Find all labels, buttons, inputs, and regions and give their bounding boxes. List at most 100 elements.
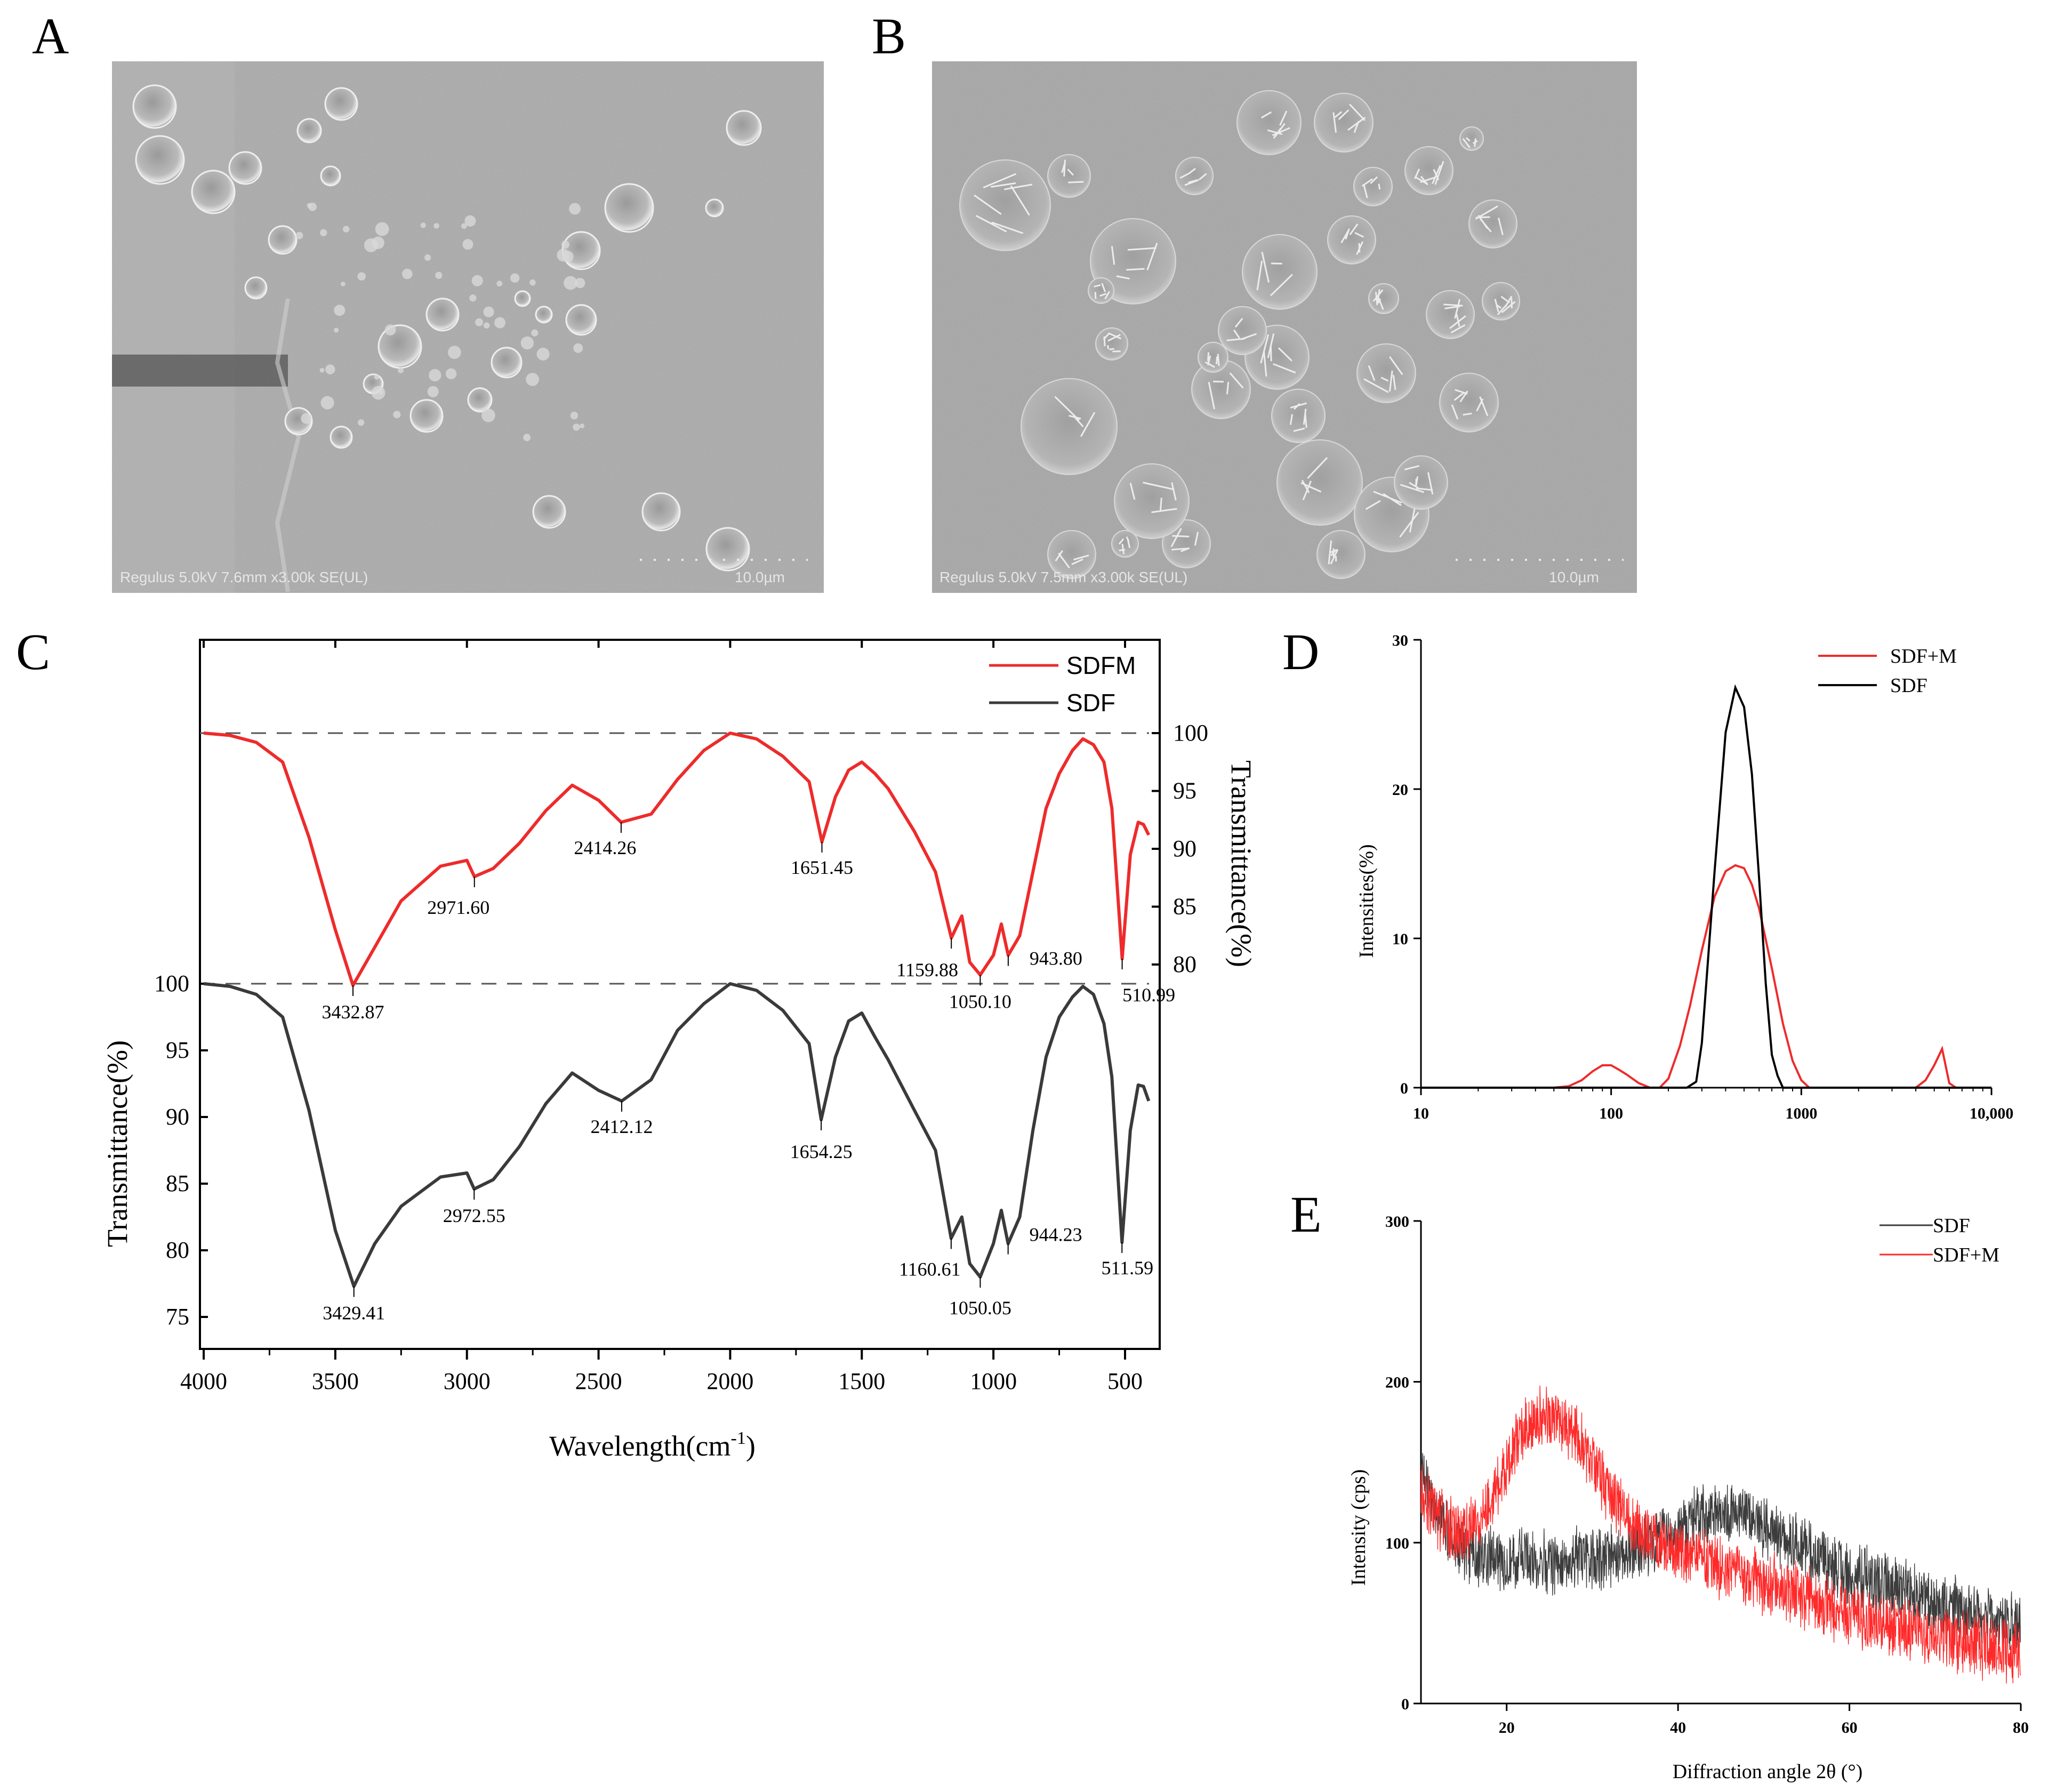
sem-b-wrinkle [1340, 223, 1364, 255]
sem-b-wrinkle [1055, 550, 1089, 568]
sem-b-wrinkle [1261, 110, 1290, 139]
sem-a-dot [523, 433, 531, 441]
sem-b-wrinkle [1054, 396, 1096, 437]
ftir-xtick-label: 500 [1107, 1368, 1143, 1394]
sem-a-dot [483, 306, 494, 318]
ftir-peak-label: 1050.10 [949, 991, 1011, 1012]
ftir-xlabel: Wavelength(cm-1) [549, 1428, 756, 1462]
sem-a-dot [371, 385, 385, 400]
panel-letter-d: D [1282, 623, 1319, 680]
sem-a-dot [494, 317, 505, 328]
ftir-ytick-left-label: 90 [166, 1104, 189, 1130]
sem-b-particle [1439, 373, 1499, 432]
sem-a-dot [462, 239, 473, 250]
ftir-ytick-left-label: 85 [166, 1170, 189, 1196]
sem-b-particle [1175, 157, 1214, 195]
sem-b-wrinkle [1289, 402, 1307, 432]
ftir-ytick-right-label: 85 [1173, 894, 1196, 920]
ftir-ytick-left-label: 95 [166, 1037, 189, 1063]
sem-a-particle [535, 306, 553, 324]
sem-a-dot [570, 412, 579, 420]
sem-a-dot [334, 304, 346, 316]
dls-xtick-label: 1000 [1785, 1105, 1817, 1122]
sem-b-particle [1394, 455, 1448, 510]
sem-image-b: Regulus 5.0kV 7.5mm x3.00k SE(UL) 10.0µm [932, 61, 1637, 593]
sem-a-dot [424, 254, 431, 261]
sem-a-dot [342, 226, 350, 233]
sem-b-wrinkle [1332, 103, 1366, 133]
sem-a-dot [374, 374, 380, 380]
sem-a-dot [401, 268, 413, 279]
sem-a-particle [324, 87, 358, 121]
dls-ytick-label: 20 [1392, 781, 1408, 799]
ftir-xlabel-end: ) [746, 1430, 756, 1462]
panel-letter-a: A [32, 7, 69, 65]
sem-b-particle [1276, 439, 1363, 526]
sem-a-particle [228, 151, 262, 185]
sem-b-wrinkle [1363, 356, 1403, 393]
sem-a-dot [435, 271, 443, 279]
sem-a-dot [464, 215, 476, 227]
dls-ytick-label: 10 [1392, 930, 1408, 948]
dls-lines [1421, 684, 1991, 1089]
sem-a-dot [325, 364, 335, 375]
xrd-xtick-label: 20 [1499, 1719, 1515, 1737]
xrd-legend-sdf: SDF [1933, 1215, 1970, 1237]
ftir-ytick-left-label: 80 [166, 1237, 189, 1263]
sem-a-dot [429, 369, 441, 382]
sem-a-dot [427, 386, 439, 398]
sem-a-dot [364, 238, 378, 252]
panel-letter-b: B [872, 7, 906, 65]
panel-letter-e: E [1290, 1186, 1322, 1243]
sem-b-wrinkle [1226, 318, 1257, 341]
sem-a-dot [483, 322, 490, 329]
xrd-xtick-label: 60 [1842, 1719, 1858, 1737]
sem-a-particle [604, 183, 654, 233]
ftir-ytick-left-label: 100 [154, 970, 189, 997]
sem-a-particle [565, 304, 597, 336]
sem-b-wrinkle [1451, 389, 1489, 420]
sem-b-wrinkle [1462, 137, 1478, 148]
ftir-legend-sdf: SDF [1066, 689, 1115, 717]
sem-a-particle [425, 298, 460, 332]
sem-b-particle [1468, 199, 1517, 248]
sem-a-particle [135, 135, 185, 185]
xrd-line-sdfm [1420, 1385, 2021, 1684]
ftir-line-sdf [203, 982, 1151, 1288]
sem-a-particle [532, 495, 566, 529]
sem-a-particle [330, 425, 353, 449]
ftir-xtick-label: 2500 [575, 1368, 622, 1394]
sem-a-dot [561, 251, 574, 263]
sem-b-particle [959, 159, 1051, 251]
ftir-peak-label: 1050.05 [949, 1297, 1011, 1319]
sem-a-particle [132, 84, 177, 129]
sem-a-particle [561, 231, 601, 270]
sem-a-dot [564, 276, 577, 290]
sem-b-wrinkle [1118, 536, 1131, 555]
sem-a-dot [447, 345, 461, 359]
ftir-peak-label: 943.80 [1030, 948, 1082, 969]
sem-b-particle [1095, 327, 1128, 360]
xrd-lines [1420, 1385, 2021, 1684]
sem-b-wrinkle [1365, 491, 1419, 538]
ftir-ytick-right-label: 95 [1173, 778, 1196, 804]
sem-b-wrinkle [1208, 372, 1244, 409]
xrd-xlabel: Diffraction angle 2θ (°) [1673, 1761, 1863, 1783]
sem-b-particle [1021, 378, 1118, 475]
sem-a-particle [320, 165, 341, 187]
ftir-peaks: 3432.87 2971.60 2414.26 1651.45 1159.88 1050.… [322, 822, 1175, 1324]
sem-b-particle [1353, 167, 1393, 206]
sem-b-particle [1198, 342, 1228, 373]
dls-xtick-label: 10,000 [1970, 1105, 2014, 1122]
xrd-ytick-label: 200 [1385, 1374, 1409, 1392]
sem-b-particle [1218, 306, 1267, 355]
sem-a-particle [244, 276, 268, 300]
sem-b-particles [959, 90, 1520, 579]
sem-b-wrinkle [1372, 289, 1384, 310]
sem-a-dot [531, 329, 539, 336]
dls-legend-sdf: SDF [1890, 674, 1927, 697]
sem-a-particle [705, 198, 724, 218]
sem-b-wrinkle [1400, 465, 1434, 495]
xrd-line-sdf [1420, 1453, 2021, 1650]
sem-a-dot [520, 336, 534, 350]
